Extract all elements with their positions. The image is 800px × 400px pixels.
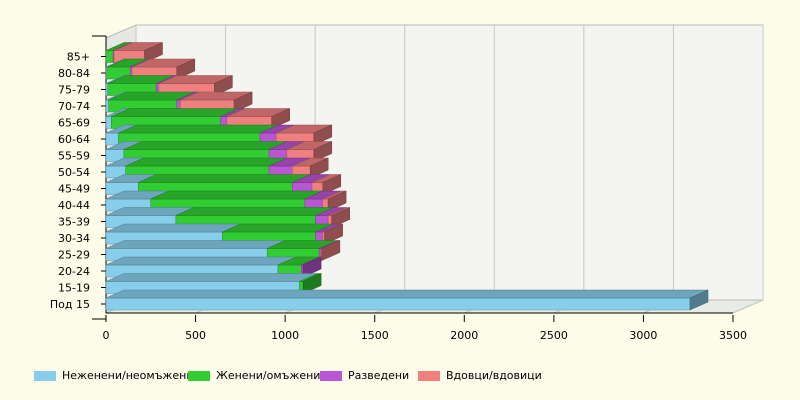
bar-segment <box>105 297 691 311</box>
y-tick-label: 25-29 <box>58 249 90 262</box>
y-tick-label: 35-39 <box>58 216 90 229</box>
bar-segment-top <box>111 108 239 117</box>
bar-segment-top <box>105 289 709 299</box>
bar-segment-top <box>175 207 334 216</box>
y-tick-label: 55-59 <box>58 150 90 163</box>
bar-segment-top <box>125 157 288 167</box>
y-tick-label: Под 15 <box>50 298 90 311</box>
legend-swatch <box>34 371 56 381</box>
bar-segment-end <box>321 240 341 261</box>
y-tick-label: 70-74 <box>58 100 90 113</box>
legend-swatch <box>188 371 210 381</box>
bar-segment-end <box>144 42 163 63</box>
bar-segment-end <box>302 273 322 294</box>
bar-segment-end <box>271 108 290 129</box>
legend-label: Неженени/неомъжени <box>62 369 194 382</box>
y-tick-label: 85+ <box>67 51 90 64</box>
bar-segment-end <box>327 190 347 212</box>
bar-segment-top <box>105 273 318 282</box>
x-tick-label: 3500 <box>719 329 747 342</box>
y-tick-label: 40-44 <box>58 199 90 212</box>
x-tick-label: 1000 <box>271 329 299 342</box>
bar-segment-top <box>138 174 311 183</box>
y-tick-label: 80-84 <box>58 67 90 80</box>
legend-label: Женени/омъжени <box>216 369 321 382</box>
legend-swatch <box>320 371 342 381</box>
bar-segment-end <box>176 58 196 80</box>
legend: Неженени/неомъжени Женени/омъжени Разведен… <box>0 364 800 388</box>
bar-segment <box>105 83 109 96</box>
x-tick-label: 0 <box>103 329 110 342</box>
bar-segment-top <box>123 141 288 150</box>
bar-segment-end <box>233 91 253 113</box>
legend-swatch <box>418 371 440 381</box>
bar-segment-end <box>322 174 342 195</box>
x-tick-label: 500 <box>185 329 206 342</box>
x-tick-label: 3000 <box>629 329 657 342</box>
bar-segment-end <box>309 157 329 179</box>
bar-segment-end <box>313 141 333 162</box>
bar-segment-top <box>105 256 297 266</box>
chart-plot: 0 500 1000 1500 2000 2500 3000 3500 Под 15 15-19 2… <box>50 24 764 342</box>
y-tick-label: 60-64 <box>58 133 90 146</box>
bar-segment <box>105 132 119 146</box>
gridline-floor <box>732 299 764 314</box>
y-tick-label: 65-69 <box>58 117 90 130</box>
bar-segment-end <box>331 207 350 228</box>
y-tick-label: 30-34 <box>58 232 90 245</box>
y-tick-label: 75-79 <box>58 84 90 97</box>
y-tick-label: 20-24 <box>58 265 90 278</box>
legend-label: Разведени <box>348 369 410 382</box>
x-tick-label: 2000 <box>450 329 478 342</box>
x-tick-label: 2500 <box>540 329 568 342</box>
bar-segment <box>105 116 112 129</box>
bar-segment-end <box>214 75 233 96</box>
bar-segment <box>105 50 114 63</box>
bar-segment-end <box>302 256 322 278</box>
bar-segment-top <box>118 124 279 134</box>
legend-label: Вдовци/вдовици <box>446 369 542 382</box>
y-tick-label: 15-19 <box>58 282 90 295</box>
y-tick-label: 50-54 <box>58 166 90 179</box>
bar-segment-end <box>324 223 343 245</box>
bar-segment-top <box>150 190 323 200</box>
bar-segment-end <box>689 289 709 311</box>
bar-segment-top <box>105 240 286 249</box>
x-tick-label: 1500 <box>361 329 389 342</box>
bar-segment-end <box>313 124 333 146</box>
bar-segment-top <box>222 223 334 233</box>
bar-segment <box>105 99 109 113</box>
bar-segment-top <box>105 223 241 233</box>
y-tick-label: 45-49 <box>58 183 90 196</box>
